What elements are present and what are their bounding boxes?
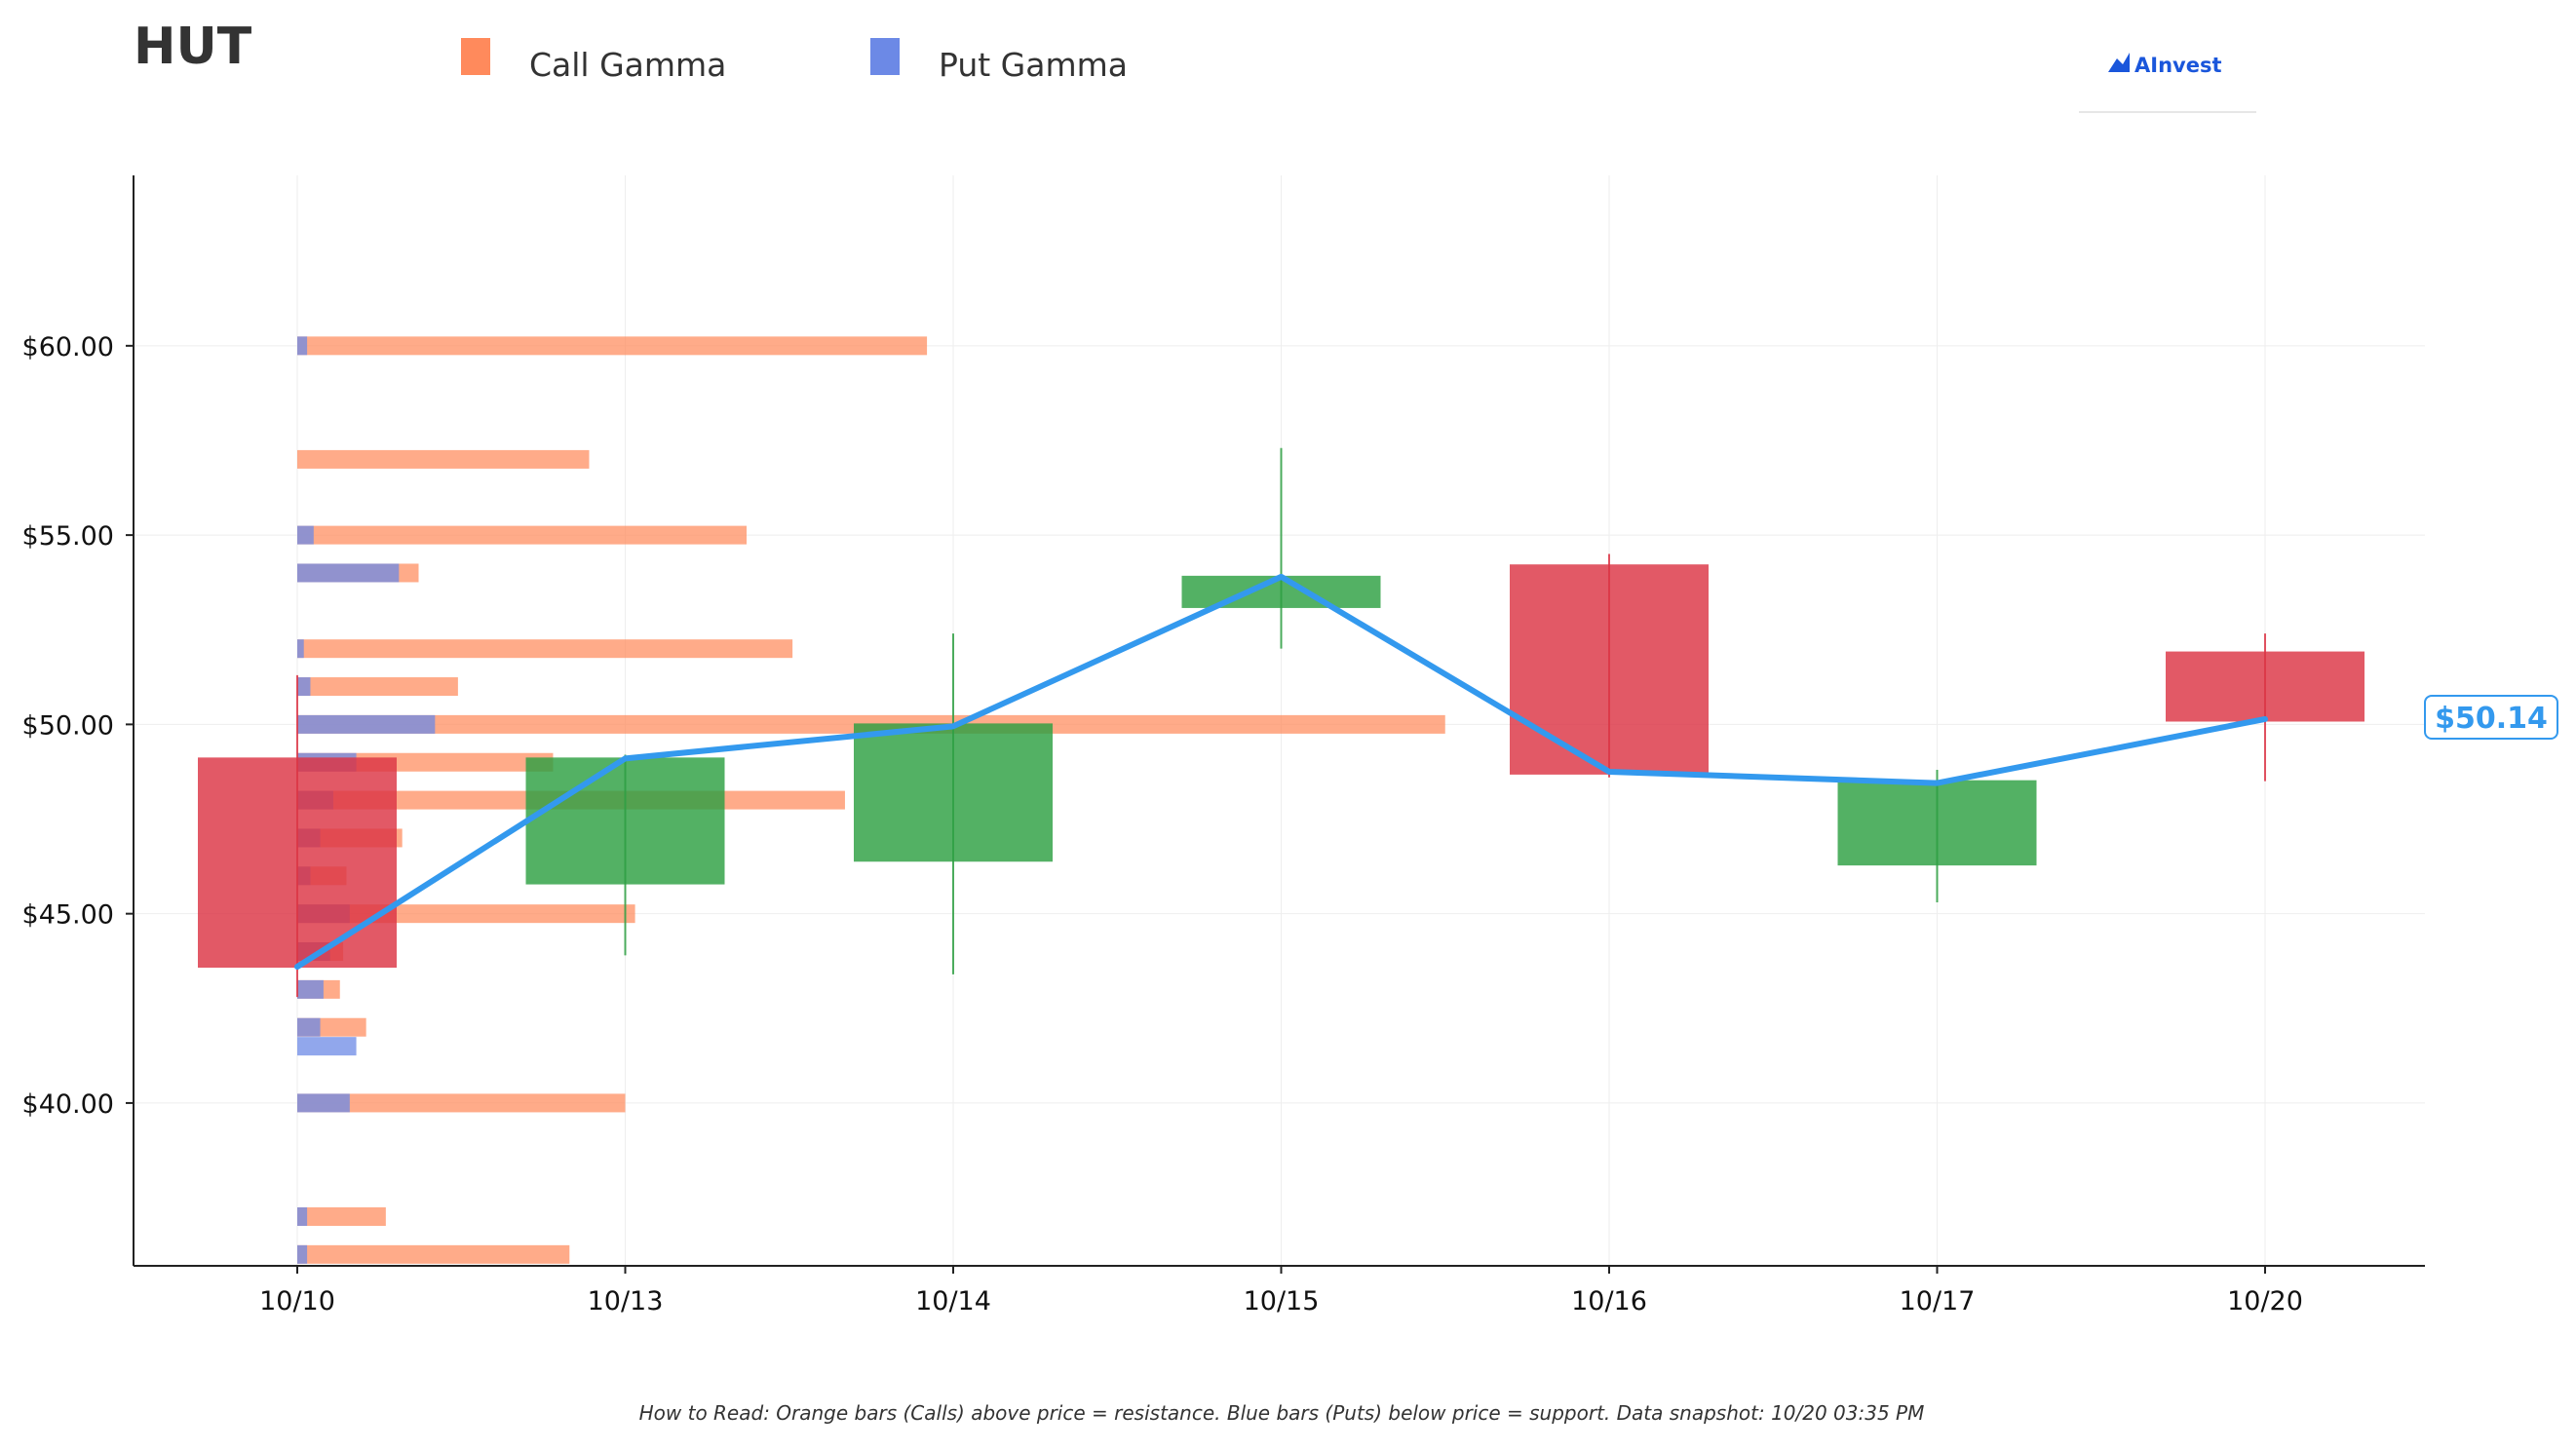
- candle-body: [525, 757, 725, 885]
- legend-put-swatch: [870, 38, 900, 75]
- price-line: [294, 573, 2268, 971]
- x-tick-label: 10/14: [915, 1286, 991, 1316]
- x-tick-label: 10/16: [1571, 1286, 1647, 1316]
- legend-call-swatch: [461, 38, 490, 75]
- put-gamma-bar: [297, 1017, 321, 1037]
- legend: Call Gamma Put Gamma: [461, 38, 1128, 84]
- y-tick-label: $50.00: [22, 710, 114, 741]
- legend-put-label: Put Gamma: [939, 46, 1128, 84]
- last-price-label: $50.14: [2435, 702, 2548, 736]
- put-gamma-bar: [297, 639, 304, 659]
- last-price-badge: [2424, 694, 2558, 740]
- put-gamma-bar: [297, 1206, 308, 1226]
- call-gamma-bar: [297, 525, 748, 545]
- put-gamma-bar: [297, 563, 400, 583]
- put-gamma-bar: [297, 1244, 308, 1264]
- x-tick-label: 10/10: [259, 1286, 335, 1316]
- brand-logo-text: AInvest: [2134, 54, 2222, 77]
- candle-body: [2166, 651, 2365, 722]
- x-tick-label: 10/17: [1900, 1286, 1976, 1316]
- candle-body: [1837, 780, 2037, 866]
- call-gamma-bar: [297, 639, 793, 659]
- y-tick-label: $55.00: [22, 521, 114, 552]
- brand-logo-icon: [2108, 53, 2130, 72]
- candlesticks: [198, 447, 2365, 998]
- call-gamma-bar: [297, 449, 590, 469]
- put-gamma-bar: [297, 336, 308, 356]
- candle-body: [854, 723, 1053, 862]
- candle-body: [1510, 564, 1709, 775]
- call-gamma-bar: [297, 1093, 626, 1113]
- x-tick-label: 10/20: [2227, 1286, 2303, 1316]
- x-tick-label: 10/13: [588, 1286, 664, 1316]
- footer-note: How to Read: Orange bars (Calls) above p…: [639, 1401, 1925, 1425]
- put-gamma-bar: [297, 677, 311, 697]
- price-line-group: $50.14: [294, 573, 2558, 971]
- ticker-title: HUT: [134, 18, 252, 76]
- put-gamma-bar: [297, 1093, 350, 1113]
- call-gamma-bar: [297, 1244, 570, 1264]
- candle-body: [198, 757, 397, 969]
- put-gamma-bar: [297, 525, 314, 545]
- put-gamma-bar: [297, 979, 324, 999]
- axes: $40.00 $45.00 $50.00 $55.00 $60.00 10/10 10/13…: [22, 175, 2425, 1316]
- y-tick-label: $45.00: [22, 900, 114, 931]
- call-gamma-bar: [297, 1206, 386, 1226]
- call-gamma-bar: [297, 677, 458, 697]
- put-gamma-bar: [297, 1037, 357, 1056]
- x-tick-label: 10/15: [1244, 1286, 1320, 1316]
- y-tick-label: $40.00: [22, 1089, 114, 1120]
- y-tick-label: $60.00: [22, 332, 114, 362]
- brand-logo: AInvest: [2079, 53, 2256, 113]
- put-gamma-bar: [297, 714, 436, 734]
- legend-call-label: Call Gamma: [529, 46, 726, 84]
- candle-body: [1181, 575, 1381, 608]
- call-gamma-bar: [297, 336, 928, 356]
